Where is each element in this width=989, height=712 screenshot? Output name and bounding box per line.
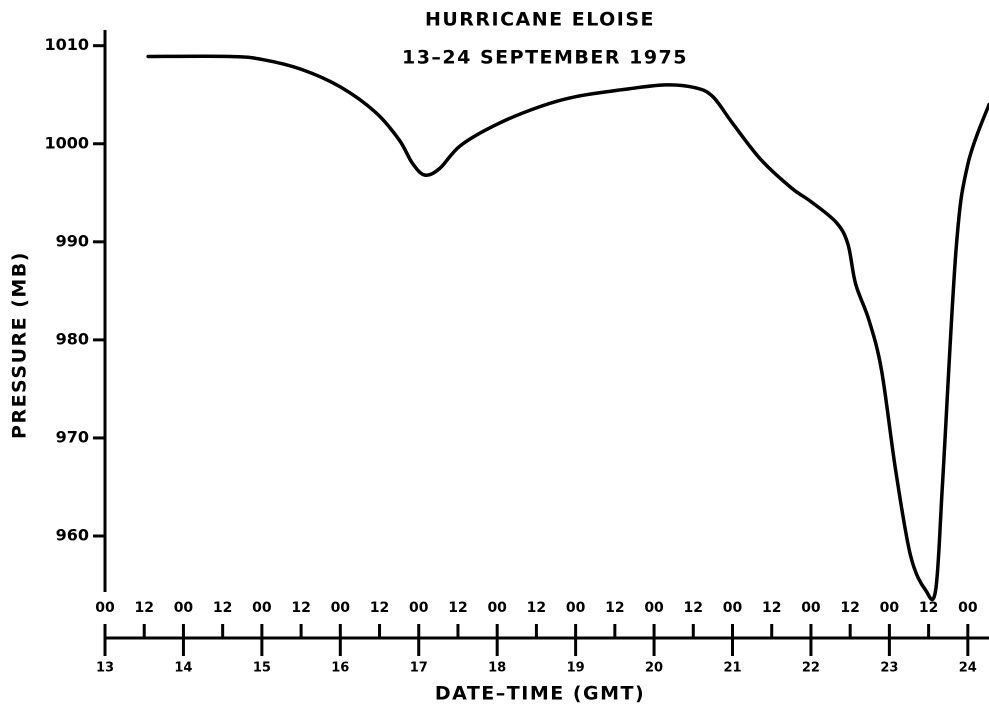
x-tick-label: 00 [723, 600, 743, 616]
x-day-label: 22 [802, 661, 820, 676]
x-day-label: 16 [331, 661, 349, 676]
x-day-label: 19 [567, 661, 585, 676]
x-tick-label: 12 [684, 600, 703, 616]
chart-title: HURRICANE ELOISE [425, 9, 655, 31]
x-day-label: 17 [410, 661, 428, 676]
x-tick-label: 00 [801, 600, 821, 616]
x-day-label: 21 [723, 661, 741, 676]
x-day-label: 15 [253, 661, 271, 676]
chart-subtitle: 13–24 SEPTEMBER 1975 [402, 47, 688, 69]
x-tick-label: 12 [134, 600, 153, 616]
x-day-label: 20 [645, 661, 663, 676]
y-tick-label: 1000 [44, 133, 89, 152]
x-tick-label: 00 [566, 600, 586, 616]
x-tick-label: 00 [880, 600, 900, 616]
x-tick-label: 00 [95, 600, 115, 616]
x-day-label: 23 [880, 661, 898, 676]
x-axis-label: DATE–TIME (GMT) [435, 683, 645, 705]
x-tick-label: 00 [958, 600, 978, 616]
x-tick-label: 00 [252, 600, 272, 616]
y-tick-label: 980 [56, 329, 89, 348]
x-tick-label: 12 [605, 600, 624, 616]
x-day-label: 13 [96, 661, 114, 676]
x-tick-label: 00 [174, 600, 194, 616]
x-tick-label: 12 [370, 600, 389, 616]
x-day-label: 18 [488, 661, 506, 676]
x-day-label: 14 [174, 661, 192, 676]
x-tick-label: 00 [487, 600, 507, 616]
pressure-line [146, 54, 989, 602]
x-tick-label: 12 [213, 600, 232, 616]
x-tick-label: 12 [840, 600, 859, 616]
x-tick-label: 12 [919, 600, 938, 616]
x-tick-label: 00 [331, 600, 351, 616]
y-tick-label: 970 [56, 427, 89, 446]
y-tick-label: 990 [56, 231, 89, 250]
y-axis-label: PRESSURE (MB) [9, 251, 31, 439]
y-tick-label: 960 [56, 526, 89, 545]
x-tick-label: 00 [644, 600, 664, 616]
x-tick-label: 12 [527, 600, 546, 616]
x-tick-label: 00 [409, 600, 429, 616]
x-day-label: 24 [959, 661, 977, 676]
x-tick-label: 12 [448, 600, 467, 616]
x-tick-label: 12 [291, 600, 310, 616]
y-tick-label: 1010 [44, 35, 89, 54]
x-tick-label: 12 [762, 600, 781, 616]
